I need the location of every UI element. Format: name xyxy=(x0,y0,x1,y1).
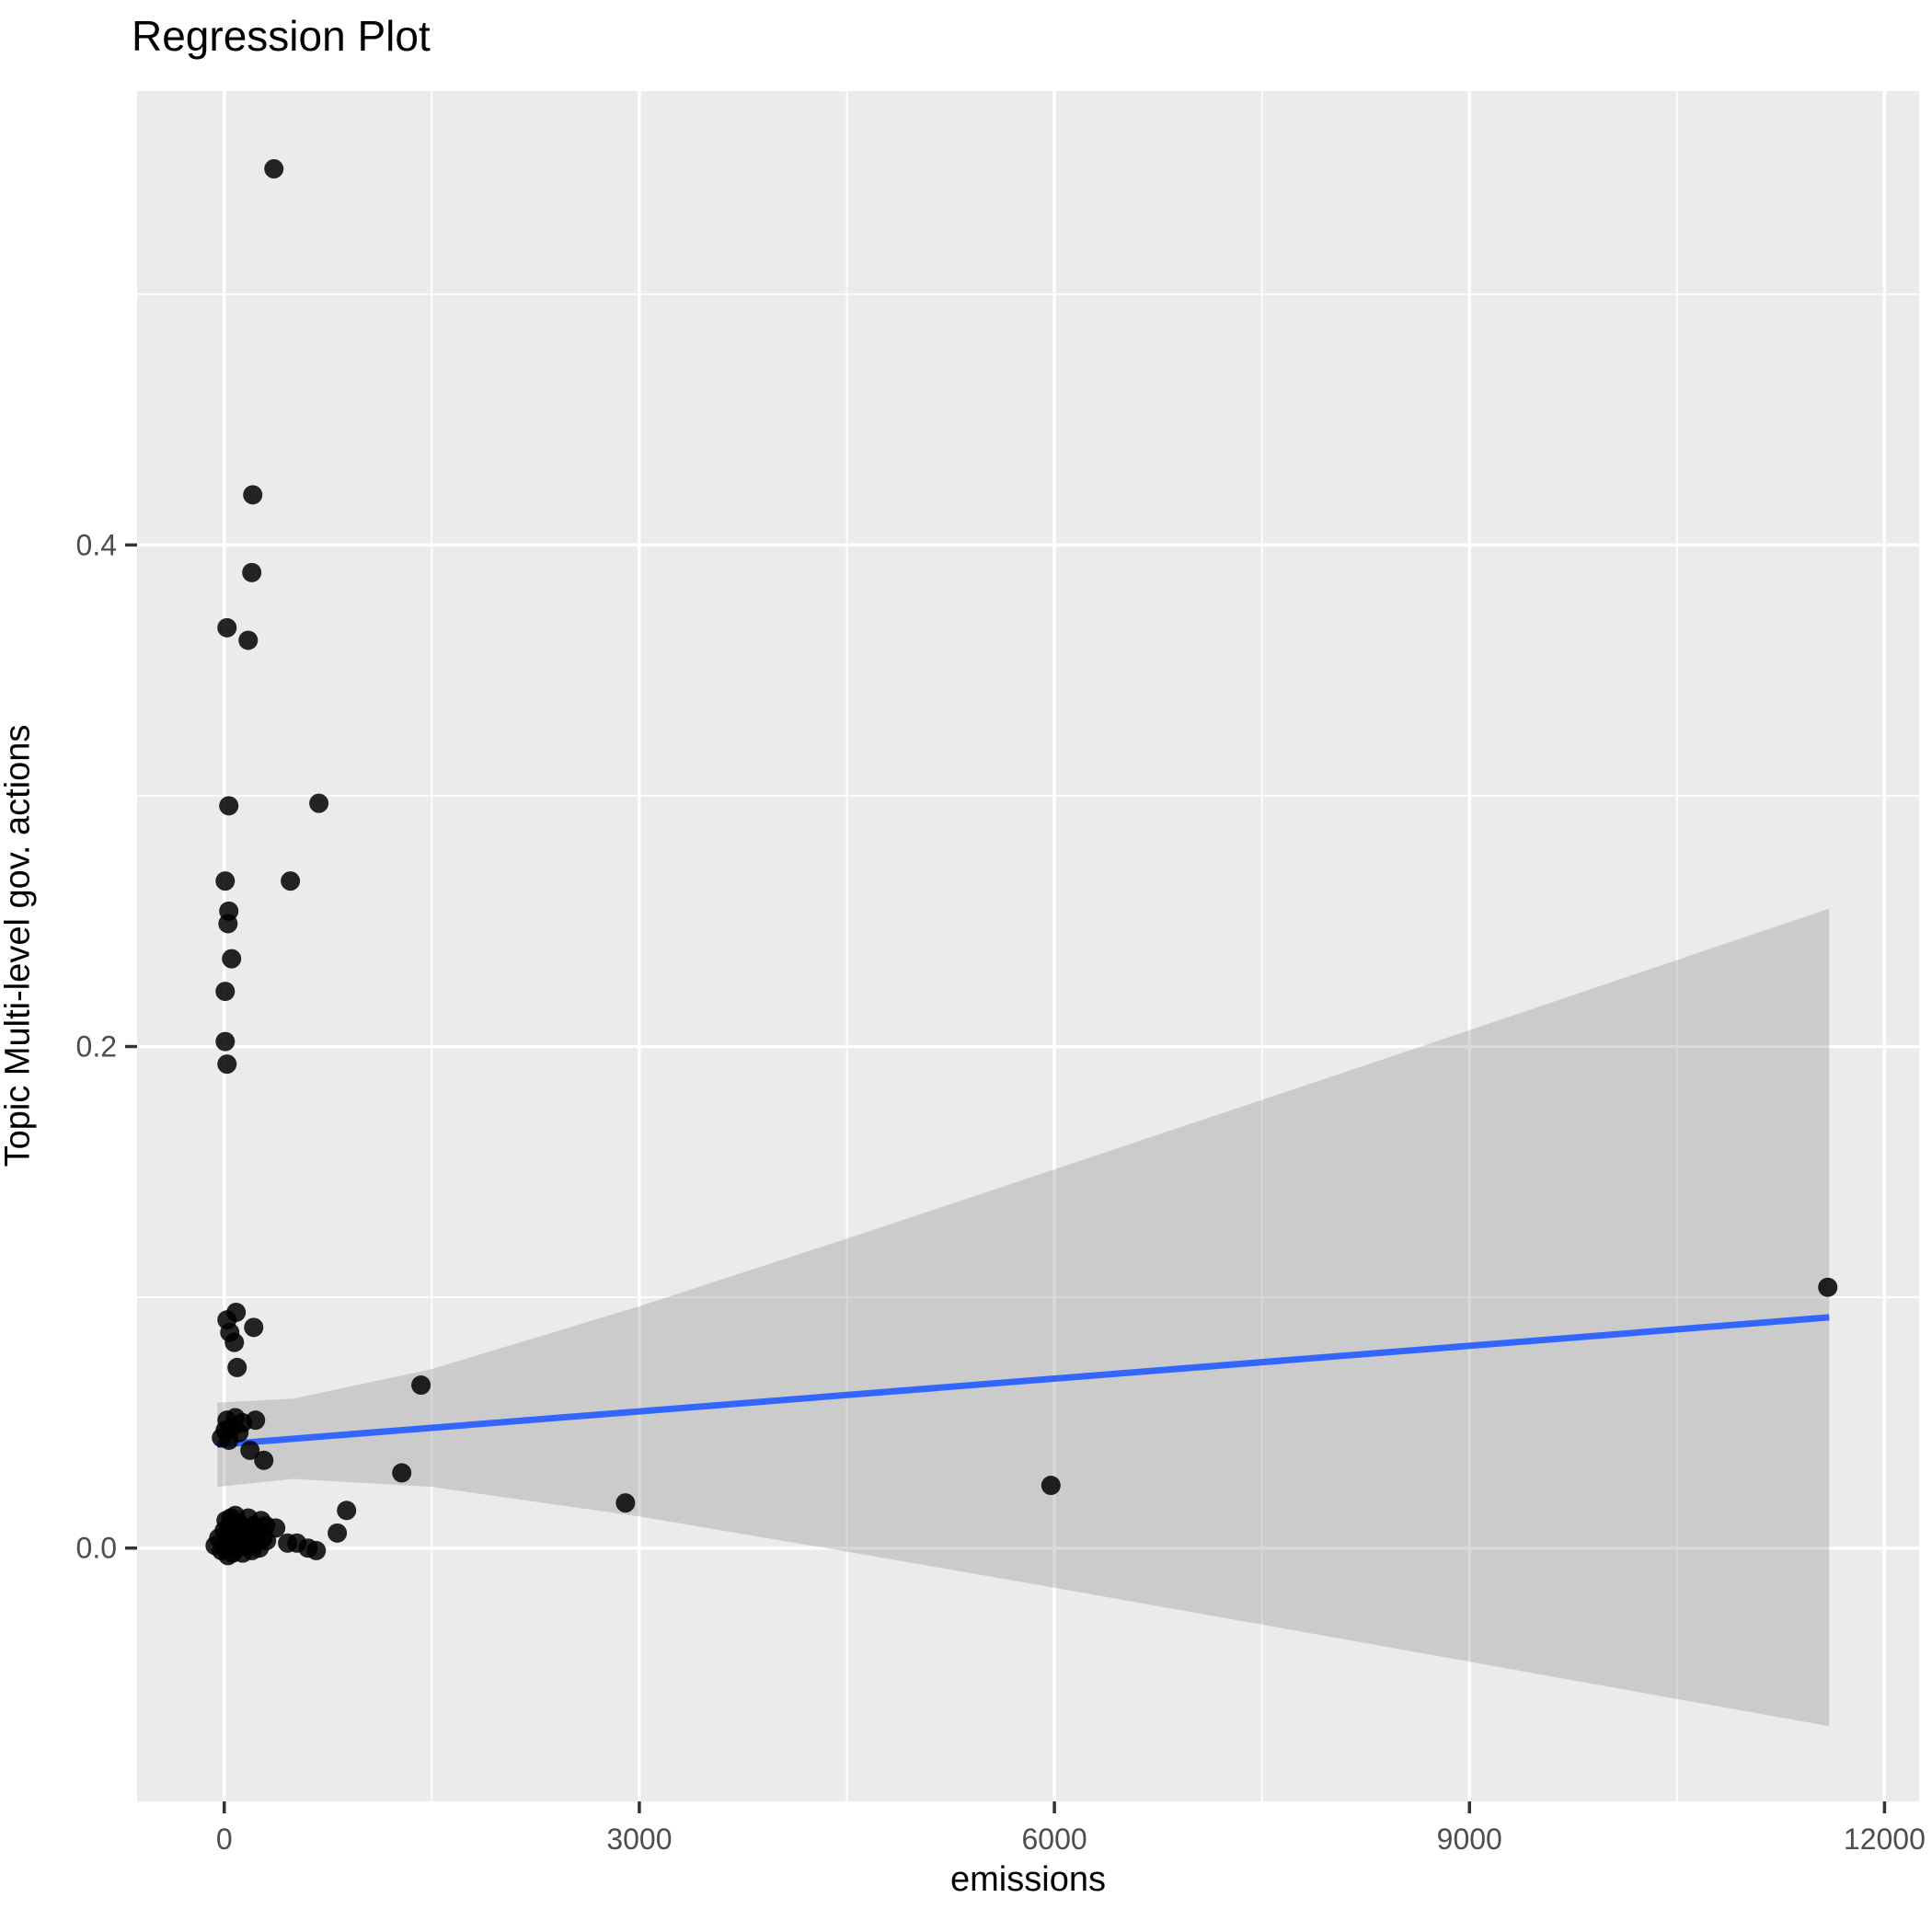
x-tick-label: 12000 xyxy=(1844,1823,1926,1856)
data-point xyxy=(242,562,262,582)
x-tick-label: 9000 xyxy=(1437,1823,1502,1856)
data-point xyxy=(264,159,284,178)
data-point xyxy=(615,1493,636,1513)
regression-line-segment xyxy=(216,1314,1830,1448)
data-point xyxy=(215,1031,236,1052)
x-tick-label: 0 xyxy=(216,1823,233,1856)
data-point xyxy=(219,796,239,816)
axis-tick-marks xyxy=(125,543,1887,1813)
data-point xyxy=(215,871,236,891)
data-point xyxy=(411,1375,431,1396)
data-point xyxy=(309,793,329,813)
data-point xyxy=(328,1523,348,1543)
data-point xyxy=(240,1440,260,1460)
data-point xyxy=(215,982,236,1002)
minor-gridlines xyxy=(137,91,1919,1801)
ribbon-polygon xyxy=(217,908,1830,1727)
data-point xyxy=(224,1332,245,1352)
plot-title: Regression Plot xyxy=(132,12,431,60)
regression-line xyxy=(216,1314,1830,1448)
data-point xyxy=(1818,1277,1838,1297)
data-point xyxy=(266,1518,286,1538)
data-point xyxy=(337,1501,357,1521)
x-tick-label: 6000 xyxy=(1021,1823,1087,1856)
data-point xyxy=(243,485,263,505)
data-point xyxy=(254,1450,274,1470)
data-point xyxy=(392,1463,412,1483)
scatter-points xyxy=(205,159,1838,1566)
data-point xyxy=(227,1357,247,1377)
y-tick-label: 0.4 xyxy=(76,528,117,561)
data-point xyxy=(238,630,259,650)
data-point xyxy=(298,1538,318,1558)
data-point xyxy=(244,1317,264,1338)
data-point xyxy=(222,949,242,969)
plot-panel xyxy=(137,91,1919,1801)
y-tick-label: 0.2 xyxy=(76,1030,117,1064)
x-axis-title: emissions xyxy=(950,1860,1106,1899)
data-point xyxy=(246,1410,266,1431)
y-tick-label: 0.0 xyxy=(76,1532,117,1565)
data-point xyxy=(1041,1476,1061,1496)
confidence-ribbon xyxy=(217,908,1830,1727)
data-point xyxy=(281,871,301,891)
data-point xyxy=(218,914,238,934)
data-point xyxy=(217,617,237,638)
x-tick-label: 3000 xyxy=(606,1823,672,1856)
data-point xyxy=(217,1054,237,1075)
axis-tick-labels: 0 3000 6000 9000 12000 0.0 0.2 0.4 xyxy=(76,528,1926,1856)
